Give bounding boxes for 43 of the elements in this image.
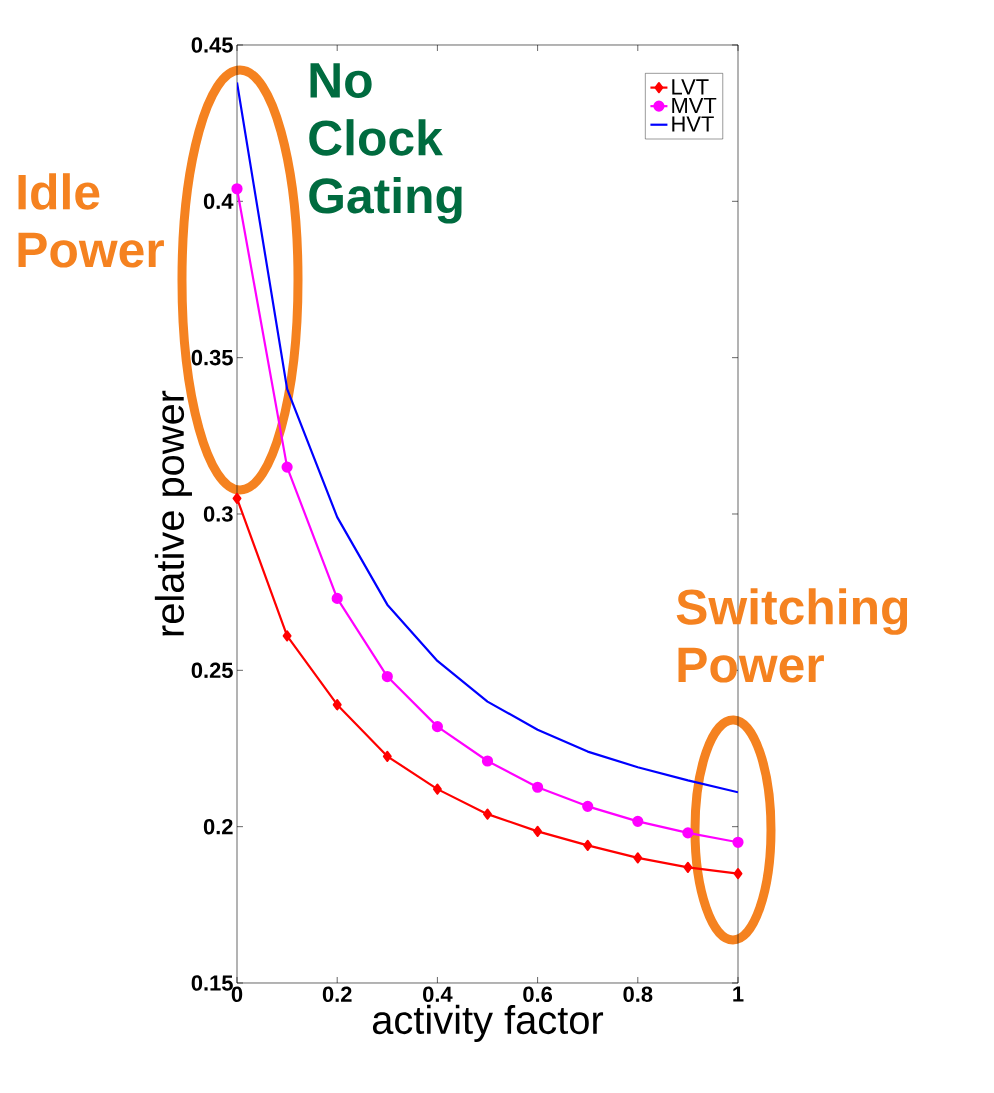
point — [683, 861, 693, 873]
point — [583, 839, 593, 852]
legend-label: MVT — [672, 97, 717, 113]
point — [331, 592, 343, 605]
annotation: Switching Power — [676, 588, 908, 683]
point — [632, 815, 644, 827]
x-tick-label: 1 — [733, 986, 744, 1002]
x-tick-label: 0.2 — [322, 986, 352, 1003]
point — [532, 781, 544, 793]
annotation: No Clock Gating — [309, 63, 462, 224]
text: Idle Power — [18, 173, 164, 268]
point — [282, 630, 292, 642]
x-tick-label: 0 — [231, 986, 243, 1003]
legend-label: LVT — [672, 79, 709, 95]
y-tick-label: 0.25 — [191, 662, 233, 679]
y-tick-label: 0.45 — [191, 37, 233, 53]
point — [481, 755, 494, 767]
point — [281, 461, 293, 473]
point — [483, 808, 492, 820]
x-tick-label: 0.4 — [423, 986, 453, 1003]
x-axis-title: activity factor — [372, 1004, 604, 1043]
point — [232, 492, 242, 504]
y-tick-label: 0.4 — [203, 193, 234, 210]
point — [431, 721, 443, 733]
point — [381, 670, 393, 683]
x-tick-label: 0.6 — [523, 986, 553, 1003]
point — [332, 699, 342, 711]
point — [682, 827, 694, 839]
point — [432, 783, 442, 795]
y-tick-label: 0.3 — [203, 506, 233, 522]
point — [231, 183, 243, 195]
point — [733, 867, 743, 880]
legend-label: HVT — [672, 116, 714, 132]
x-tick-label: 0.8 — [623, 986, 653, 1003]
y-tick-label: 0.15 — [191, 975, 233, 991]
point — [533, 825, 543, 837]
y-tick-label: 0.35 — [191, 349, 233, 366]
y-tick-label: 0.2 — [203, 818, 233, 835]
point — [582, 800, 594, 812]
point — [732, 836, 744, 848]
point — [633, 852, 643, 864]
y-axis-title: relative power — [154, 390, 192, 636]
point — [382, 750, 392, 762]
